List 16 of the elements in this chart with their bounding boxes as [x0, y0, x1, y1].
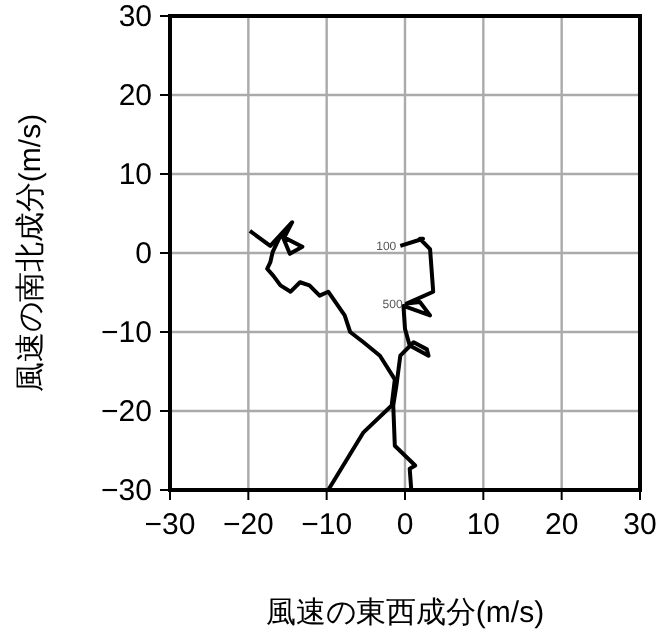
x-tick-label: 10 — [466, 508, 501, 542]
y-tick-label: −20 — [101, 395, 152, 429]
x-tick-label: −30 — [144, 508, 196, 542]
y-tick-label: 10 — [118, 158, 152, 192]
y-tick-label: −30 — [101, 474, 152, 508]
x-tick-label: 20 — [544, 508, 579, 542]
y-tick-label: 20 — [118, 79, 152, 113]
y-axis-title: 風速の南北成分(m/s) — [14, 113, 48, 393]
y-tick-label: −10 — [101, 316, 152, 350]
y-tick-label: 0 — [135, 237, 152, 271]
x-tick-label: 30 — [623, 508, 657, 542]
y-tick-label: 30 — [118, 0, 152, 34]
x-axis-title: 風速の東西成分(m/s) — [265, 596, 545, 630]
x-tick-label: 0 — [396, 508, 414, 542]
x-tick-label: −10 — [301, 508, 353, 542]
x-tick-label: −20 — [222, 508, 274, 542]
